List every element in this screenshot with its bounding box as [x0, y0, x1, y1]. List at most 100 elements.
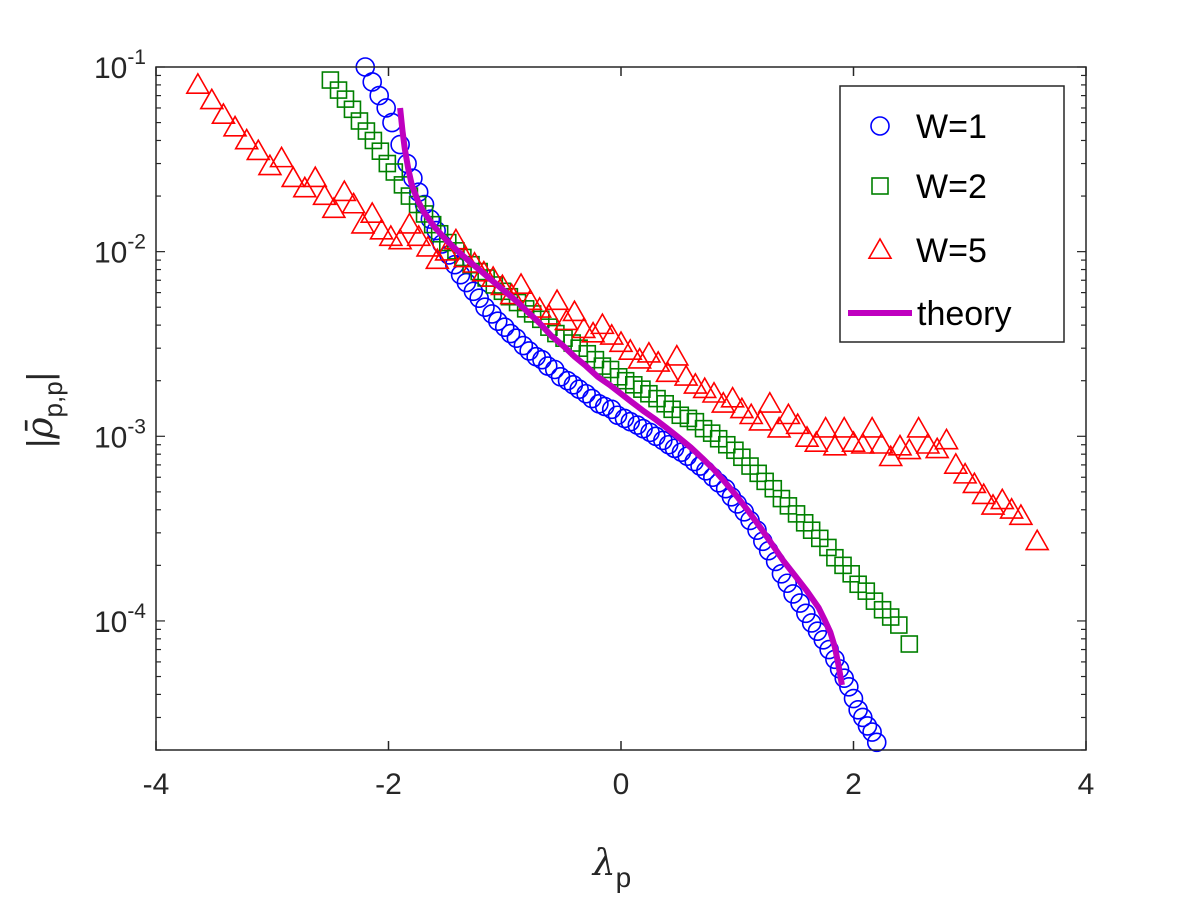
data-point-w-2 — [357, 122, 376, 140]
x-tick-label: -4 — [143, 768, 170, 801]
y-tick-base: 10 — [94, 52, 127, 85]
y-tick-label: 10-1 — [94, 46, 146, 85]
data-point-w-2 — [336, 90, 355, 108]
y-tick-exponent: -3 — [127, 415, 146, 438]
data-point-w-5 — [971, 482, 997, 505]
data-point-w-2 — [819, 538, 837, 557]
data-point-w-2 — [586, 350, 605, 369]
x-axis-symbol: λ — [591, 843, 616, 884]
data-point-w-5 — [803, 430, 829, 453]
data-point-w-1 — [475, 297, 495, 318]
y-axis-subscript: p,p — [38, 381, 68, 417]
data-point-w-5 — [859, 416, 885, 438]
data-point-w-1 — [614, 408, 635, 429]
series-layer — [185, 57, 1050, 753]
data-point-w-5 — [517, 288, 543, 311]
data-point-w-5 — [312, 183, 337, 206]
data-point-w-5 — [397, 212, 422, 234]
data-point-w-5 — [896, 437, 922, 460]
data-point-w-5 — [822, 433, 848, 456]
plot-frame — [155, 66, 1087, 751]
x-axis-label: λp — [591, 843, 631, 893]
data-point-w-5 — [608, 330, 634, 353]
y-axis-bar-right: | — [19, 372, 60, 381]
data-point-w-2 — [343, 100, 362, 119]
data-point-w-5 — [331, 179, 357, 202]
data-point-w-1 — [500, 323, 521, 344]
data-point-w-5 — [424, 247, 450, 270]
data-point-w-1 — [777, 573, 798, 594]
data-point-w-5 — [350, 212, 376, 234]
y-axis-symbol: ρ̄ — [20, 417, 61, 439]
svg-text:|ρ̄p,p|: |ρ̄p,p| — [19, 372, 68, 448]
data-point-w-1 — [513, 335, 534, 356]
data-point-w-5 — [645, 350, 671, 372]
data-point-w-5 — [341, 191, 367, 214]
data-point-w-5 — [562, 299, 587, 322]
y-tick-labels: 10-110-210-310-4 — [94, 46, 146, 639]
data-point-w-1 — [376, 98, 396, 118]
data-point-w-5 — [962, 471, 987, 494]
y-tick-label: 10-3 — [94, 415, 146, 454]
data-point-w-5 — [406, 224, 432, 247]
data-point-w-2 — [726, 441, 744, 460]
legend-marker-w-2 — [871, 177, 889, 195]
data-point-w-2 — [890, 616, 908, 634]
data-point-w-2 — [702, 424, 721, 442]
data-point-w-5 — [738, 402, 764, 425]
series-line-theory — [397, 107, 845, 686]
data-point-w-2 — [679, 409, 698, 428]
data-point-w-5 — [211, 102, 236, 124]
y-tick-base: 10 — [94, 606, 127, 639]
data-point-w-5 — [729, 396, 755, 419]
data-point-w-5 — [321, 196, 347, 219]
data-point-w-1 — [790, 593, 810, 613]
x-tick-label: -2 — [375, 768, 402, 801]
data-point-w-2 — [423, 215, 442, 234]
legend: W=1 W=2 W=5 theory — [839, 85, 1065, 343]
data-point-w-5 — [415, 235, 441, 257]
legend-entry-w-1: W=1 — [870, 108, 987, 146]
legend-entries: W=1 W=2 W=5 theory — [848, 108, 1012, 333]
y-tick-exponent: -4 — [127, 600, 146, 623]
data-point-w-5 — [673, 364, 699, 386]
data-point-w-1 — [796, 603, 816, 624]
data-point-w-1 — [544, 359, 565, 380]
data-point-w-5 — [617, 338, 643, 360]
data-point-w-5 — [257, 153, 283, 176]
data-point-w-5 — [452, 245, 478, 268]
data-point-w-5 — [508, 272, 534, 295]
data-point-w-5 — [536, 303, 562, 325]
data-point-w-1 — [463, 281, 484, 302]
data-point-w-5 — [831, 416, 857, 438]
data-point-w-1 — [839, 676, 859, 697]
data-point-w-2 — [633, 380, 651, 398]
data-point-w-1 — [506, 328, 527, 348]
legend-box — [839, 85, 1065, 343]
data-point-w-5 — [720, 385, 745, 408]
data-point-w-5 — [222, 114, 248, 137]
data-point-w-5 — [434, 239, 460, 261]
data-point-w-5 — [980, 493, 1006, 515]
legend-marker-w-1 — [870, 116, 890, 136]
data-point-w-5 — [544, 288, 570, 311]
data-point-w-5 — [599, 323, 625, 345]
data-point-w-5 — [701, 381, 727, 403]
data-point-w-1 — [576, 383, 596, 404]
data-point-w-1 — [494, 317, 515, 337]
data-point-w-1 — [857, 716, 878, 736]
data-point-w-5 — [280, 165, 306, 188]
data-point-w-1 — [369, 85, 390, 106]
legend-label: W=1 — [916, 108, 987, 146]
data-point-w-1 — [843, 688, 864, 709]
y-axis-label: |ρ̄p,p| — [19, 372, 68, 448]
data-point-w-2 — [350, 112, 369, 130]
data-point-w-5 — [710, 391, 736, 413]
data-point-w-5 — [269, 145, 294, 168]
legend-label: W=2 — [916, 168, 987, 206]
y-tick-label: 10-4 — [94, 600, 146, 639]
data-point-w-5 — [359, 201, 385, 224]
data-point-w-1 — [482, 304, 502, 324]
data-point-w-5 — [766, 416, 792, 438]
data-point-w-5 — [1024, 528, 1050, 551]
